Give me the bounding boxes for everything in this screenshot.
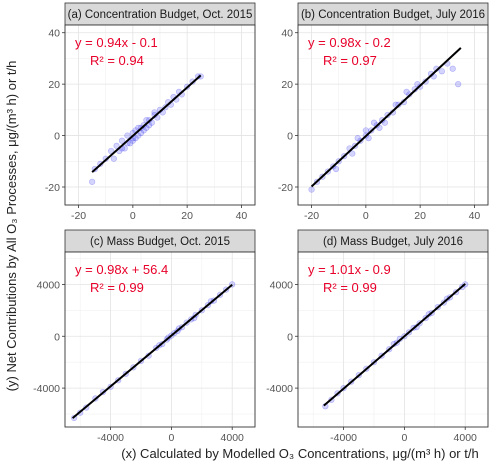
- y-tick-label: 4000: [37, 279, 61, 291]
- x-tick-label: -20: [71, 210, 86, 222]
- fit-equation: y = 0.94x - 0.1: [75, 35, 158, 50]
- y-tick-label: 40: [48, 28, 60, 40]
- x-tick-label: -4000: [97, 432, 124, 444]
- r-squared: R² = 0.97: [323, 53, 377, 68]
- r-squared: R² = 0.99: [90, 280, 144, 295]
- fit-equation: y = 0.98x + 56.4: [75, 262, 168, 277]
- y-tick-label: 0: [287, 131, 293, 143]
- data-point: [135, 132, 142, 139]
- data-point: [362, 127, 369, 134]
- fit-equation: y = 1.01x - 0.9: [308, 262, 391, 277]
- plot-area: [298, 252, 488, 427]
- x-tick-label: -20: [304, 210, 319, 222]
- y-tick-label: 4000: [270, 279, 294, 291]
- y-tick-label: 0: [54, 131, 60, 143]
- x-tick-label: -4000: [330, 432, 357, 444]
- data-point: [449, 65, 456, 72]
- y-tick-label: -4000: [266, 383, 293, 395]
- r-squared: R² = 0.99: [323, 280, 377, 295]
- x-tick-label: 0: [363, 210, 369, 222]
- data-point: [455, 81, 462, 88]
- r-squared: R² = 0.94: [90, 53, 144, 68]
- y-axis-label: (y) Net Contributions by All O₃ Processe…: [4, 61, 19, 392]
- y-tick-label: 0: [54, 331, 60, 343]
- data-point: [118, 137, 126, 144]
- x-tick-label: 40: [236, 210, 248, 222]
- fit-line: [91, 74, 202, 173]
- data-point: [132, 135, 139, 142]
- x-tick-label: 0: [168, 432, 174, 444]
- data-point: [370, 119, 378, 126]
- y-tick-label: -4000: [33, 383, 60, 395]
- data-point: [121, 145, 128, 152]
- data-point: [129, 137, 136, 144]
- data-point: [349, 150, 356, 157]
- panel-title: (a) Concentration Budget, Oct. 2015: [68, 9, 253, 21]
- panel-title: (b) Concentration Budget, July 2016: [301, 9, 485, 21]
- data-point: [108, 147, 115, 155]
- data-point: [140, 127, 147, 134]
- x-tick-label: 0: [130, 210, 136, 222]
- fit-line: [323, 283, 466, 407]
- data-point: [137, 129, 145, 137]
- panel-border: [64, 251, 256, 428]
- data-point: [127, 140, 134, 147]
- fit-line: [71, 283, 233, 419]
- data-point: [113, 142, 120, 149]
- panel-title: (d) Mass Budget, July 2016: [323, 236, 463, 248]
- panel-a: (a) Concentration Budget, Oct. 2015 -20 0 2…: [45, 2, 256, 222]
- y-tick-label: -20: [45, 182, 60, 194]
- data-point: [403, 88, 410, 95]
- x-tick-label: 0: [401, 432, 407, 444]
- fit-line: [310, 47, 462, 188]
- panel-c: (c) Mass Budget, Oct. 2015 -4000 0 4000 -400…: [33, 229, 256, 444]
- fit-equation: y = 0.98x - 0.2: [308, 35, 391, 50]
- y-tick-label: 0: [287, 331, 293, 343]
- panel-title: (c) Mass Budget, Oct. 2015: [90, 236, 230, 248]
- data-point: [124, 132, 131, 139]
- panel-border: [297, 24, 489, 206]
- y-tick-label: -20: [278, 182, 293, 194]
- data-point: [110, 155, 117, 162]
- panel-b: (b) Concentration Budget, July 2016 -20 0 2…: [278, 2, 489, 222]
- y-tick-label: 40: [281, 28, 293, 40]
- data-point: [376, 124, 383, 131]
- x-tick-label: 20: [414, 210, 426, 222]
- panel-d: (d) Mass Budget, July 2016 -4000 0 4000 -400…: [266, 229, 489, 444]
- x-tick-label: 4000: [221, 432, 245, 444]
- data-point: [365, 135, 372, 142]
- x-tick-label: 20: [181, 210, 193, 222]
- data-point: [354, 135, 361, 142]
- data-point: [332, 165, 340, 173]
- x-tick-label: 40: [469, 210, 481, 222]
- panel-border: [297, 251, 489, 428]
- data-point: [308, 186, 315, 193]
- y-tick-label: 20: [281, 79, 293, 91]
- data-point: [381, 119, 388, 126]
- x-axis-label: (x) Calculated by Modelled O₃ Concentrat…: [121, 446, 478, 461]
- y-tick-label: 20: [48, 79, 60, 91]
- x-tick-label: 4000: [454, 432, 478, 444]
- panel-border: [64, 24, 256, 206]
- data-point: [89, 178, 96, 185]
- data-point: [438, 68, 445, 75]
